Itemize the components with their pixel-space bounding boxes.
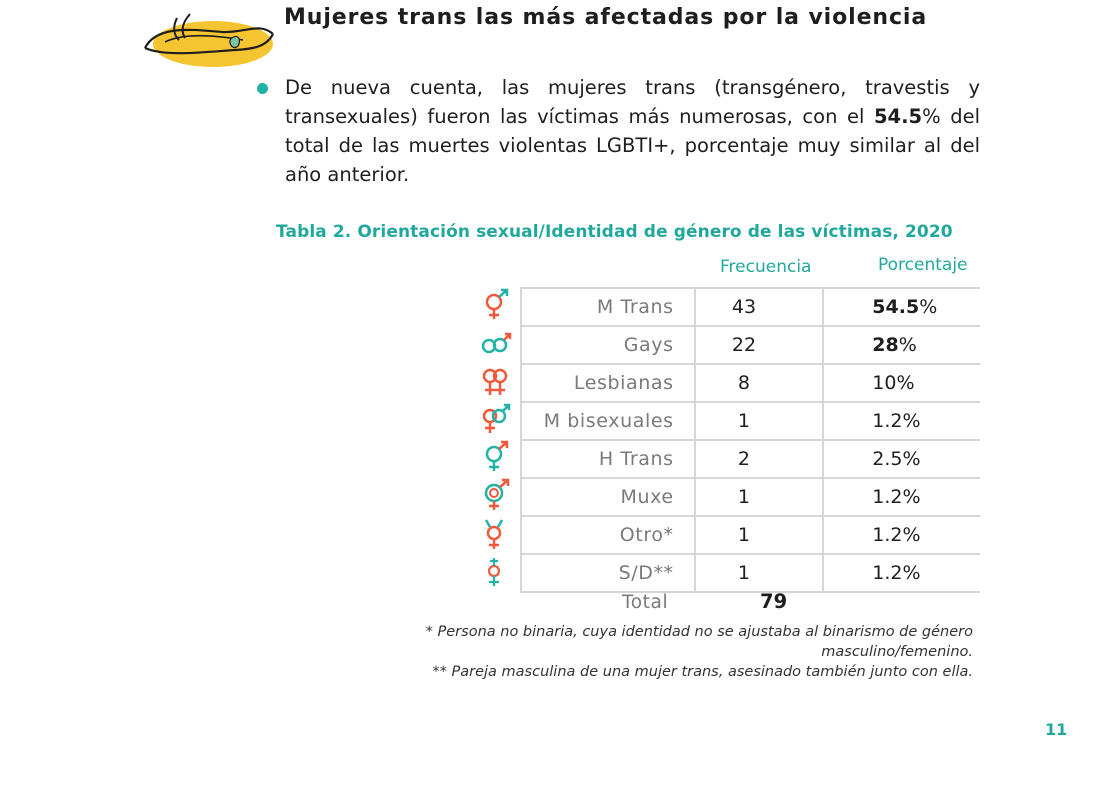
row-label: Lesbianas [520, 363, 696, 403]
row-frequency: 22 [693, 325, 825, 365]
row-frequency: 8 [693, 363, 825, 403]
column-header-percentage: Porcentaje [878, 255, 968, 275]
page-title: Mujeres trans las más afectadas por la v… [284, 5, 928, 30]
table-row: Lesbianas 8 10% [520, 363, 980, 403]
muxe-icon [484, 478, 510, 510]
row-frequency: 1 [693, 401, 825, 441]
row-percentage-rest: 1.2% [872, 410, 921, 432]
icon-column [476, 287, 520, 591]
table-row: H Trans 2 2.5% [520, 439, 980, 479]
footnote-2: ** Pareja masculina de una mujer trans, … [432, 664, 973, 680]
row-label: Muxe [520, 477, 696, 517]
row-percentage-rest: 1.2% [872, 524, 921, 546]
row-percentage: 1.2% [822, 553, 980, 593]
bullet-paragraph: De nueva cuenta, las mujeres trans (tran… [285, 73, 980, 189]
row-label: M Trans [520, 287, 696, 327]
table-row: Muxe 1 1.2% [520, 477, 980, 517]
gay-men-icon [481, 332, 512, 354]
row-label: Otro* [520, 515, 696, 555]
row-frequency: 43 [693, 287, 825, 327]
row-label: H Trans [520, 439, 696, 479]
victims-table: M Trans 43 54.5% Gays 22 28% Lesbianas 8… [520, 287, 980, 593]
row-percentage: 1.2% [822, 477, 980, 517]
row-percentage: 10% [822, 363, 980, 403]
row-label: M bisexuales [520, 401, 696, 441]
column-header-frequency: Frecuencia [720, 257, 812, 277]
table-caption: Tabla 2. Orientación sexual/Identidad de… [276, 222, 953, 242]
trans-man-icon [485, 440, 509, 471]
trans-woman-icon [485, 288, 509, 319]
row-percentage-rest: % [898, 334, 917, 356]
page-number: 11 [1045, 720, 1068, 739]
paragraph-text-start: De nueva cuenta, las mujeres trans (tran… [285, 76, 980, 128]
footnote-1: * Persona no binaria, cuya identidad no … [425, 624, 973, 660]
row-percentage: 28% [822, 325, 980, 365]
row-percentage: 1.2% [822, 401, 980, 441]
total-value: 79 [760, 590, 788, 613]
row-percentage-rest: 1.2% [872, 562, 921, 584]
lesbian-icon [482, 368, 508, 395]
row-frequency: 2 [693, 439, 825, 479]
row-percentage: 2.5% [822, 439, 980, 479]
row-frequency: 1 [693, 515, 825, 555]
other-gender-icon [484, 519, 504, 549]
table-row: Otro* 1 1.2% [520, 515, 980, 555]
table-row: M bisexuales 1 1.2% [520, 401, 980, 441]
table-row: Gays 22 28% [520, 325, 980, 365]
row-percentage-bold: 54.5 [872, 296, 920, 318]
paragraph-highlight: 54.5 [873, 105, 923, 128]
row-percentage-rest: % [919, 296, 938, 318]
bisexual-woman-icon [482, 403, 511, 433]
row-label: Gays [520, 325, 696, 365]
row-percentage: 1.2% [822, 515, 980, 555]
row-percentage-rest: 1.2% [872, 486, 921, 508]
row-percentage-bold: 28 [872, 334, 899, 356]
total-label: Total [622, 592, 669, 613]
bullet-dot [257, 83, 268, 94]
paragraph-text-end: % del total de las muertes violentas LGB… [285, 105, 980, 186]
row-frequency: 1 [693, 477, 825, 517]
no-data-gender-icon [487, 558, 501, 586]
row-percentage-rest: 10% [872, 372, 915, 394]
row-percentage-rest: 2.5% [872, 448, 921, 470]
row-percentage: 54.5% [822, 287, 980, 327]
table-row: M Trans 43 54.5% [520, 287, 980, 327]
row-frequency: 1 [693, 553, 825, 593]
row-label: S/D** [520, 553, 696, 593]
table-row: S/D** 1 1.2% [520, 553, 980, 593]
section-brush-logo [144, 13, 274, 67]
